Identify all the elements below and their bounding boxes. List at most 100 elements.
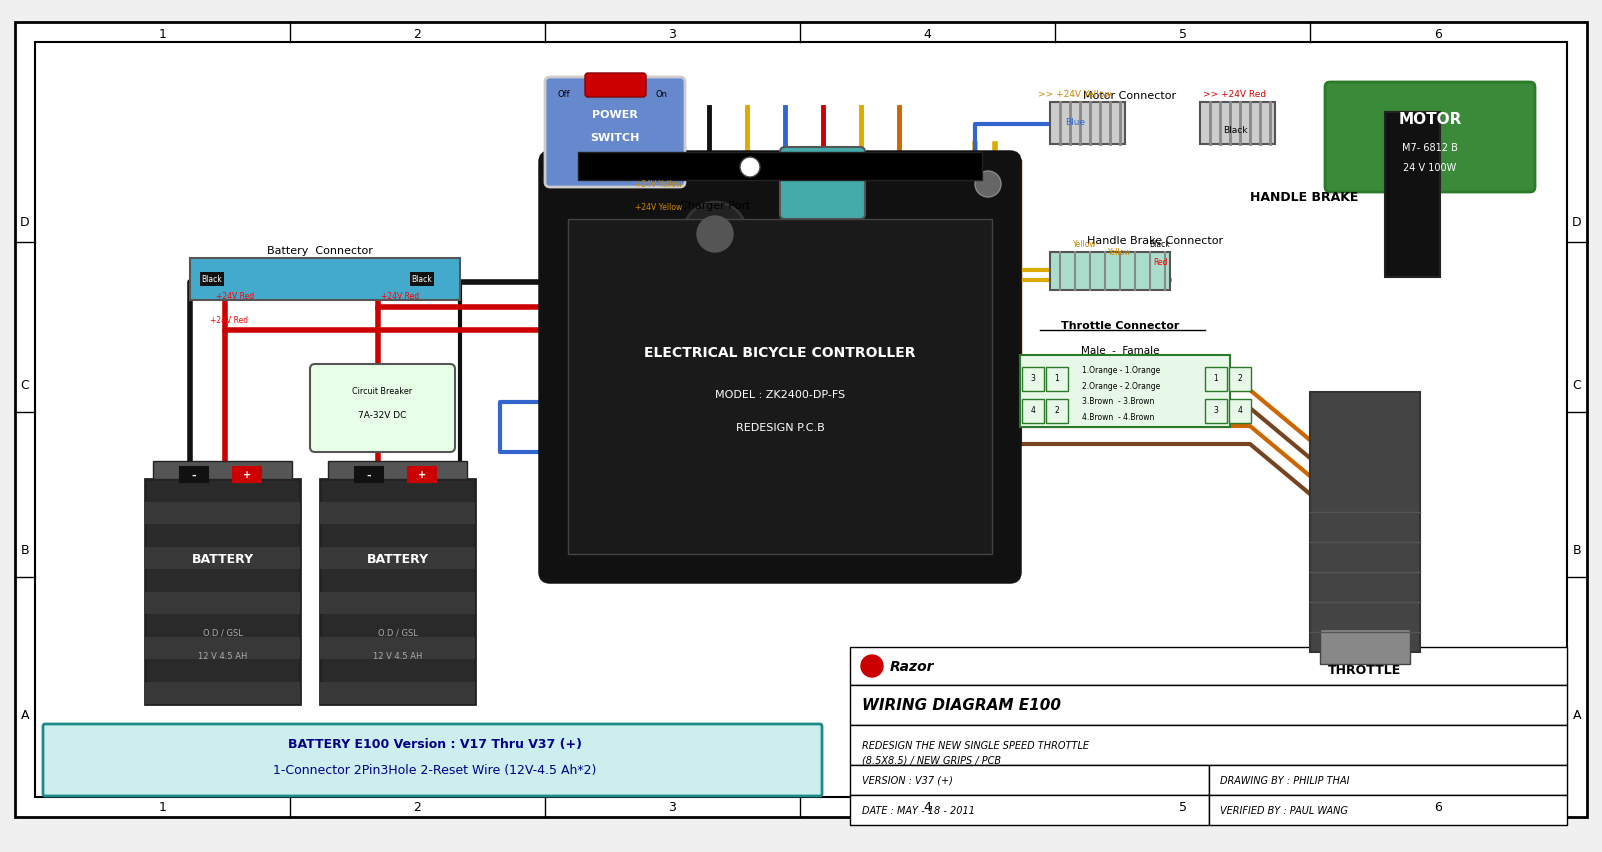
Text: (8.5X8.5) / NEW GRIPS / PCB: (8.5X8.5) / NEW GRIPS / PCB — [862, 755, 1001, 765]
Text: 1-Connector 2Pin3Hole 2-Reset Wire (12V-4.5 Ah*2): 1-Connector 2Pin3Hole 2-Reset Wire (12V-… — [274, 763, 596, 776]
Text: Blue: Blue — [1065, 118, 1085, 127]
Text: C: C — [1573, 378, 1581, 392]
Text: THROTTLE: THROTTLE — [1328, 664, 1402, 676]
Text: 4: 4 — [924, 801, 931, 814]
Text: 3: 3 — [1030, 374, 1035, 383]
Text: Black: Black — [202, 275, 223, 285]
Text: 24 V 100W: 24 V 100W — [1403, 163, 1456, 173]
Circle shape — [682, 203, 747, 267]
Bar — [146, 592, 300, 614]
Bar — [1049, 253, 1169, 291]
Text: 2: 2 — [413, 28, 421, 42]
Text: BATTERY: BATTERY — [367, 553, 429, 566]
FancyBboxPatch shape — [780, 148, 865, 220]
Circle shape — [860, 655, 883, 677]
Text: HANDLE BRAKE: HANDLE BRAKE — [1250, 192, 1358, 204]
Text: 4: 4 — [1030, 406, 1035, 415]
Text: +24V Red: +24V Red — [381, 292, 420, 301]
Text: 2.Orange - 2.Orange: 2.Orange - 2.Orange — [1081, 382, 1160, 390]
Text: 1: 1 — [1214, 374, 1219, 383]
Bar — [1022, 400, 1045, 423]
Text: 2: 2 — [413, 801, 421, 814]
Text: Black: Black — [412, 275, 433, 285]
Text: Black: Black — [1150, 240, 1171, 249]
Text: 3: 3 — [1214, 406, 1219, 415]
Bar — [851, 685, 1567, 725]
Text: SWITCH: SWITCH — [590, 133, 639, 143]
Text: POWER: POWER — [593, 110, 638, 120]
Text: 7A-32V DC: 7A-32V DC — [357, 411, 407, 420]
Bar — [1020, 355, 1230, 428]
Bar — [851, 795, 1208, 825]
Bar — [1386, 112, 1440, 278]
Text: C: C — [21, 378, 29, 392]
Text: +24V Yellow: +24V Yellow — [634, 181, 682, 189]
Circle shape — [697, 216, 734, 253]
Text: +: + — [244, 470, 252, 480]
Text: 6: 6 — [1434, 28, 1442, 42]
Text: A: A — [21, 708, 29, 721]
Text: Off: Off — [557, 90, 570, 100]
Bar — [578, 153, 982, 181]
Text: Yellow: Yellow — [1073, 240, 1097, 249]
Text: A: A — [1573, 708, 1581, 721]
Bar — [146, 503, 300, 524]
Text: 4.Brown  - 4.Brown: 4.Brown - 4.Brown — [1081, 412, 1155, 422]
Text: -: - — [367, 470, 372, 480]
Text: +24V Red: +24V Red — [210, 316, 248, 325]
Text: 2: 2 — [1238, 374, 1243, 383]
Text: MODEL : ZK2400-DP-FS: MODEL : ZK2400-DP-FS — [714, 389, 846, 400]
FancyBboxPatch shape — [43, 724, 822, 796]
Text: Razor: Razor — [891, 659, 934, 673]
Bar — [1208, 795, 1567, 825]
Text: Black: Black — [1222, 126, 1248, 135]
Text: 1.Orange - 1.Orange: 1.Orange - 1.Orange — [1081, 366, 1160, 375]
Text: 1: 1 — [159, 28, 167, 42]
Bar — [146, 637, 300, 659]
Text: D: D — [1572, 216, 1581, 229]
Bar — [356, 468, 383, 482]
Text: VERSION : V37 (+): VERSION : V37 (+) — [862, 775, 953, 785]
Text: M7- 6812 B: M7- 6812 B — [1402, 143, 1458, 153]
Text: BATTERY: BATTERY — [191, 553, 253, 566]
Text: 2: 2 — [1054, 406, 1059, 415]
Text: 4: 4 — [1238, 406, 1243, 415]
Bar — [1046, 367, 1069, 392]
Bar — [191, 259, 460, 301]
Bar — [1205, 367, 1227, 392]
Text: Male  -  Famale: Male - Famale — [1081, 346, 1160, 355]
Text: >> +24V Yellow: >> +24V Yellow — [1038, 90, 1112, 100]
Bar — [320, 503, 476, 524]
Text: MOTOR: MOTOR — [1399, 112, 1461, 127]
Bar — [1229, 367, 1251, 392]
Bar — [179, 468, 208, 482]
Bar — [146, 682, 300, 704]
Bar — [1046, 400, 1069, 423]
FancyBboxPatch shape — [545, 78, 686, 187]
Bar — [1022, 367, 1045, 392]
Text: VERIFIED BY : PAUL WANG: VERIFIED BY : PAUL WANG — [1221, 805, 1349, 815]
Text: On: On — [655, 90, 666, 100]
Bar — [35, 43, 1567, 797]
Bar — [154, 462, 292, 480]
Text: -: - — [192, 470, 197, 480]
Text: 12 V 4.5 AH: 12 V 4.5 AH — [197, 652, 247, 660]
Bar — [146, 480, 300, 704]
Text: Battery  Connector: Battery Connector — [268, 245, 373, 256]
FancyBboxPatch shape — [1325, 83, 1535, 193]
Circle shape — [740, 158, 759, 178]
Bar — [320, 547, 476, 569]
Text: 6: 6 — [1434, 801, 1442, 814]
Text: Motor Connector: Motor Connector — [1083, 91, 1176, 101]
Text: Circuit Breaker: Circuit Breaker — [352, 387, 412, 396]
Text: Charger
Connector: Charger Connector — [796, 159, 854, 182]
Bar — [320, 592, 476, 614]
Text: >> +24V Red: >> +24V Red — [1203, 90, 1267, 100]
Bar — [1049, 103, 1125, 145]
Bar — [320, 480, 476, 704]
Text: B: B — [1573, 544, 1581, 556]
Text: REDESIGN THE NEW SINGLE SPEED THROTTLE: REDESIGN THE NEW SINGLE SPEED THROTTLE — [862, 740, 1089, 750]
FancyBboxPatch shape — [311, 365, 455, 452]
Text: D: D — [21, 216, 30, 229]
Text: WIRING DIAGRAM E100: WIRING DIAGRAM E100 — [862, 698, 1061, 712]
